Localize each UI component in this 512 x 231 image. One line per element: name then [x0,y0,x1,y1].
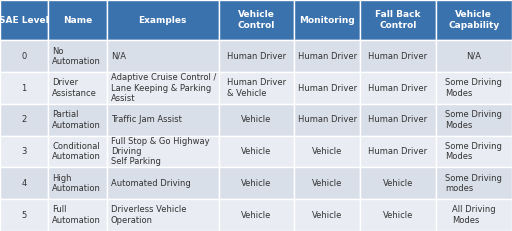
FancyBboxPatch shape [48,199,107,231]
Text: Vehicle: Vehicle [241,115,271,124]
Text: Some Driving
Modes: Some Driving Modes [445,110,502,130]
Text: 3: 3 [22,147,27,156]
Text: 4: 4 [22,179,27,188]
FancyBboxPatch shape [48,104,107,136]
Text: No
Automation: No Automation [52,47,101,66]
FancyBboxPatch shape [107,167,219,199]
FancyBboxPatch shape [294,199,360,231]
Text: Vehicle: Vehicle [241,211,271,220]
FancyBboxPatch shape [48,40,107,72]
FancyBboxPatch shape [360,104,436,136]
Text: Traffic Jam Assist: Traffic Jam Assist [111,115,182,124]
Text: Some Driving
modes: Some Driving modes [445,174,502,193]
FancyBboxPatch shape [360,72,436,104]
FancyBboxPatch shape [219,104,294,136]
FancyBboxPatch shape [48,167,107,199]
FancyBboxPatch shape [0,199,48,231]
FancyBboxPatch shape [219,167,294,199]
FancyBboxPatch shape [48,0,107,40]
Text: N/A: N/A [466,52,481,61]
Text: Vehicle: Vehicle [383,211,413,220]
Text: N/A: N/A [111,52,126,61]
FancyBboxPatch shape [219,199,294,231]
FancyBboxPatch shape [294,40,360,72]
FancyBboxPatch shape [360,40,436,72]
Text: Vehicle: Vehicle [312,147,343,156]
Text: Vehicle: Vehicle [383,179,413,188]
FancyBboxPatch shape [360,167,436,199]
Text: Partial
Automation: Partial Automation [52,110,101,130]
FancyBboxPatch shape [294,0,360,40]
Text: Driverless Vehicle
Operation: Driverless Vehicle Operation [111,205,186,225]
Text: Monitoring: Monitoring [300,16,355,25]
FancyBboxPatch shape [436,72,512,104]
FancyBboxPatch shape [436,104,512,136]
Text: All Driving
Modes: All Driving Modes [452,205,496,225]
Text: Human Driver: Human Driver [227,52,286,61]
FancyBboxPatch shape [0,72,48,104]
Text: Vehicle
Control: Vehicle Control [238,10,275,30]
FancyBboxPatch shape [219,72,294,104]
FancyBboxPatch shape [0,0,48,40]
FancyBboxPatch shape [436,167,512,199]
Text: SAE Level: SAE Level [0,16,49,25]
Text: Some Driving
Modes: Some Driving Modes [445,78,502,98]
Text: Automated Driving: Automated Driving [111,179,190,188]
Text: 2: 2 [22,115,27,124]
Text: Vehicle: Vehicle [241,147,271,156]
FancyBboxPatch shape [436,40,512,72]
Text: Adaptive Cruise Control /
Lane Keeping & Parking
Assist: Adaptive Cruise Control / Lane Keeping &… [111,73,217,103]
Text: 0: 0 [22,52,27,61]
FancyBboxPatch shape [294,167,360,199]
Text: Human Driver
& Vehicle: Human Driver & Vehicle [227,78,286,98]
FancyBboxPatch shape [294,72,360,104]
FancyBboxPatch shape [0,40,48,72]
FancyBboxPatch shape [48,136,107,167]
Text: Human Driver: Human Driver [369,115,428,124]
FancyBboxPatch shape [0,167,48,199]
FancyBboxPatch shape [107,104,219,136]
Text: Vehicle: Vehicle [241,179,271,188]
FancyBboxPatch shape [107,40,219,72]
FancyBboxPatch shape [436,199,512,231]
Text: Driver
Assistance: Driver Assistance [52,78,97,98]
FancyBboxPatch shape [107,72,219,104]
Text: Vehicle: Vehicle [312,179,343,188]
FancyBboxPatch shape [436,136,512,167]
Text: Human Driver: Human Driver [369,52,428,61]
FancyBboxPatch shape [360,199,436,231]
FancyBboxPatch shape [0,136,48,167]
FancyBboxPatch shape [294,136,360,167]
Text: Examples: Examples [139,16,187,25]
FancyBboxPatch shape [436,0,512,40]
Text: Name: Name [63,16,92,25]
FancyBboxPatch shape [107,136,219,167]
FancyBboxPatch shape [107,0,219,40]
Text: Human Driver: Human Driver [369,147,428,156]
Text: High
Automation: High Automation [52,174,101,193]
Text: Human Driver: Human Driver [297,115,357,124]
Text: 5: 5 [22,211,27,220]
Text: Conditional
Automation: Conditional Automation [52,142,101,161]
Text: Full
Automation: Full Automation [52,205,101,225]
FancyBboxPatch shape [219,40,294,72]
FancyBboxPatch shape [294,104,360,136]
Text: Human Driver: Human Driver [297,84,357,93]
FancyBboxPatch shape [107,199,219,231]
FancyBboxPatch shape [360,0,436,40]
Text: 1: 1 [22,84,27,93]
FancyBboxPatch shape [48,72,107,104]
Text: Vehicle: Vehicle [312,211,343,220]
Text: Fall Back
Control: Fall Back Control [375,10,421,30]
Text: Human Driver: Human Driver [297,52,357,61]
Text: Human Driver: Human Driver [369,84,428,93]
Text: Vehicle
Capability: Vehicle Capability [448,10,500,30]
FancyBboxPatch shape [219,0,294,40]
FancyBboxPatch shape [0,104,48,136]
FancyBboxPatch shape [219,136,294,167]
FancyBboxPatch shape [360,136,436,167]
Text: Full Stop & Go Highway
Driving
Self Parking: Full Stop & Go Highway Driving Self Park… [111,137,209,167]
Text: Some Driving
Modes: Some Driving Modes [445,142,502,161]
